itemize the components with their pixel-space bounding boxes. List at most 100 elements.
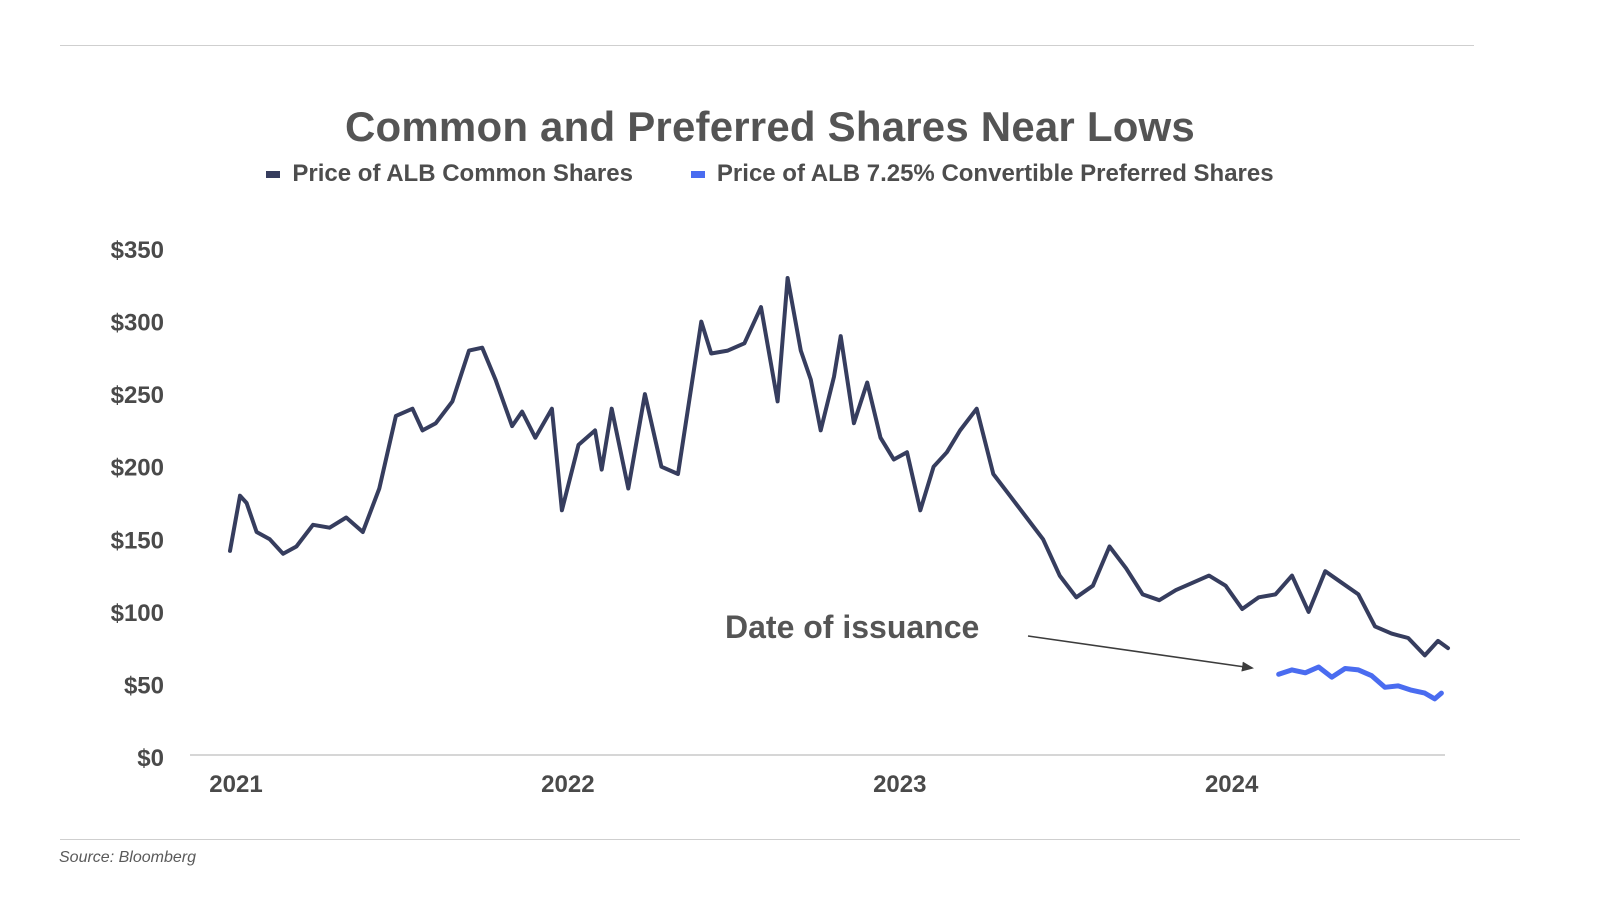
data-point-common [328,526,332,530]
data-point-common [1436,639,1440,643]
data-point-preferred [1410,688,1413,692]
series-line-preferred [1276,664,1444,702]
data-point-common [776,399,780,403]
data-point-common [1207,574,1211,578]
data-point-common [905,450,909,454]
source-note: Source: Bloomberg [59,849,196,866]
data-point-preferred [1303,671,1307,675]
data-point-common [1273,592,1277,596]
data-point-common [832,375,836,379]
data-point-common [799,349,803,353]
data-point-common [1074,595,1078,599]
data-point-common [450,399,454,403]
data-point-common [550,407,554,411]
data-point-common [865,381,869,384]
x-tick-label: 2023 [873,771,926,798]
y-axis-ticks: $0 $50 $100 $150 $200 $250 $300 $350 [111,237,164,772]
data-point-common [610,407,614,411]
data-point-common [377,487,381,490]
data-point-common [932,465,936,469]
data-point-common [245,501,249,505]
series-line-common [228,276,1450,658]
data-point-common [709,352,713,355]
data-point-common [1008,494,1012,498]
data-point-common [643,392,647,396]
data-point-common [726,349,730,353]
data-point-common [294,545,298,548]
data-point-common [945,450,949,454]
data-point-preferred [1290,668,1294,672]
data-point-common [228,549,232,553]
data-point-common [809,378,813,382]
chart-title: Common and Preferred Shares Near Lows [345,103,1195,150]
data-point-common [879,436,882,440]
data-point-common [344,516,348,519]
data-point-common [1141,592,1145,596]
data-point-common [991,472,995,476]
data-point-common [510,424,514,428]
legend-swatch-common [266,170,281,178]
data-point-common [1446,646,1450,650]
data-point-common [1240,607,1244,611]
y-tick-label: $150 [111,527,164,554]
data-point-preferred [1356,668,1360,672]
data-point-common [1191,581,1194,585]
data-point-common [1307,610,1311,614]
data-point-common [852,421,856,425]
data-point-common [742,341,746,345]
data-point-preferred [1423,691,1427,695]
data-point-common [1174,588,1178,592]
data-point-common [1290,574,1294,578]
data-point-common [1356,592,1360,596]
y-tick-label: $250 [111,382,164,409]
data-point-common [626,487,630,490]
data-point-common [786,276,790,280]
data-point-common [819,428,823,432]
data-point-common [255,530,259,534]
legend-swatch-preferred [690,170,705,178]
data-point-common [1390,632,1394,636]
data-point-common [958,428,962,432]
data-point-common [1041,537,1045,541]
data-point-common [676,472,680,476]
data-point-common [659,465,663,469]
data-point-common [593,428,597,432]
data-point-common [467,349,471,353]
data-point-common [560,508,564,512]
data-point-common [975,407,979,411]
data-point-common [533,436,537,440]
data-point-common [281,552,285,556]
data-point-common [394,414,398,418]
data-point-common [577,443,580,447]
top-divider [60,45,1474,46]
x-axis-ticks: 2021 2022 2023 2024 [209,771,1259,798]
data-point-common [520,410,524,414]
data-point-common [1423,653,1427,657]
data-point-common [918,508,922,512]
data-point-preferred [1396,684,1400,688]
data-point-common [480,346,484,350]
data-point-preferred [1343,667,1347,670]
data-point-common [600,468,604,472]
data-point-common [1224,584,1228,588]
bottom-divider [60,839,1520,840]
data-point-common [434,421,438,425]
data-point-preferred [1433,697,1437,701]
data-point-preferred [1317,665,1321,669]
data-point-preferred [1383,685,1387,689]
data-point-preferred [1370,674,1374,678]
data-point-preferred [1439,691,1443,695]
data-point-common [361,530,365,534]
data-point-common [686,407,690,411]
data-point-common [494,378,497,382]
series-layer [228,276,1450,702]
data-point-common [411,407,414,411]
data-point-common [892,458,896,461]
data-point-common [1124,566,1128,570]
x-tick-label: 2024 [1205,771,1259,798]
data-point-common [839,334,843,338]
data-point-common [1091,584,1095,588]
data-point-common [759,305,763,309]
y-tick-label: $50 [124,672,164,699]
